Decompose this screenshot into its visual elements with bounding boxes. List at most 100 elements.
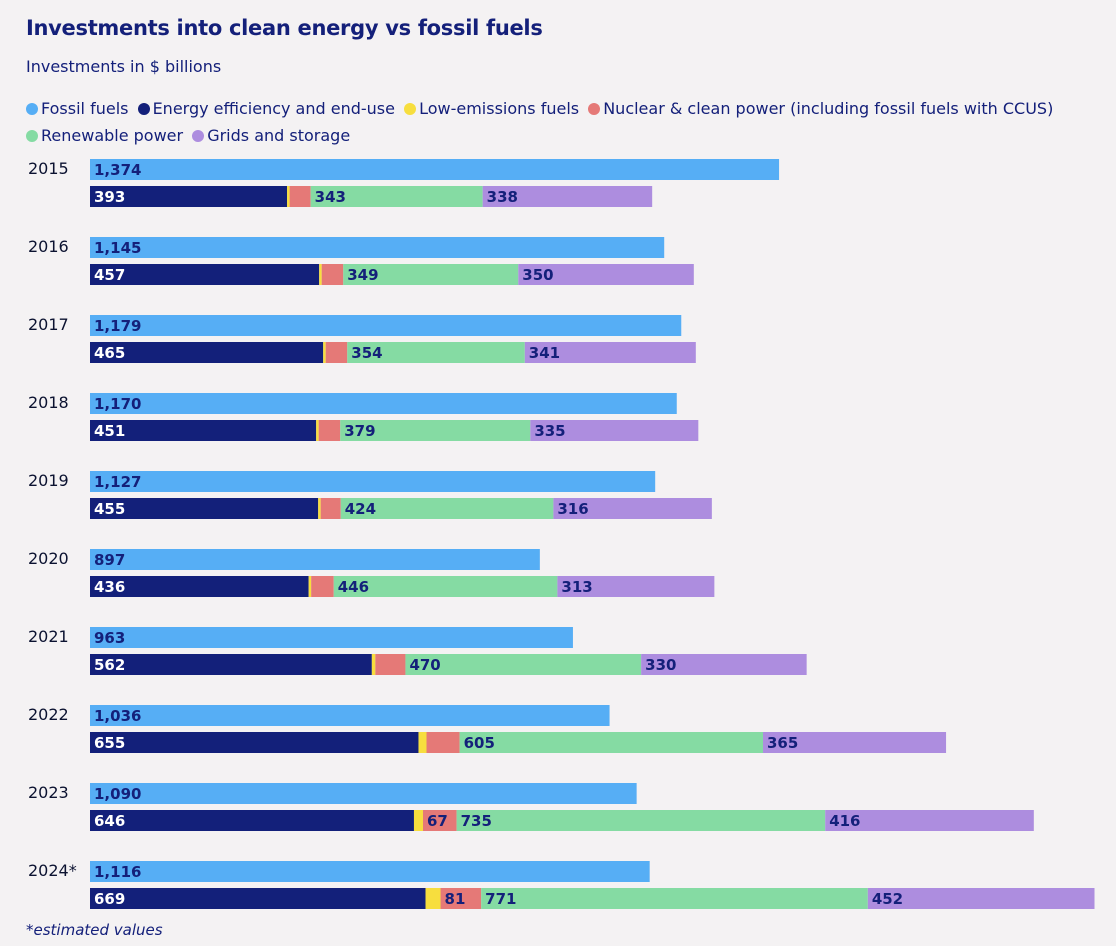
stack-segment-energy-efficiency-and-end-use <box>90 732 419 753</box>
stack-segment-value-label: 465 <box>94 344 125 362</box>
stack-segment-value-label: 338 <box>487 188 518 206</box>
stack-segment-energy-efficiency-and-end-use <box>90 888 426 909</box>
stack-segment-low-emissions-fuels <box>287 186 290 207</box>
stack-segment-low-emissions-fuels <box>413 810 423 831</box>
fossil-fuels-value-label: 1,036 <box>94 707 141 725</box>
stack-segment-grids-and-storage <box>518 264 694 285</box>
legend-item-energy-efficiency: Energy efficiency and end-use <box>137 99 395 118</box>
stack-segment-renewable-power <box>456 810 826 831</box>
year-label: 2024* <box>28 861 77 880</box>
legend-item-low-emissions-fuels: Low-emissions fuels <box>404 99 579 118</box>
stack-segment-value-label: 350 <box>522 266 553 284</box>
stack-segment-renewable-power <box>343 264 519 285</box>
stack-segment-grids-and-storage <box>763 732 947 753</box>
fossil-fuels-value-label: 1,127 <box>94 473 141 491</box>
year-label: 2015 <box>28 159 69 178</box>
stack-segment-value-label: 341 <box>529 344 560 362</box>
stack-segment-low-emissions-fuels <box>323 342 326 363</box>
fossil-fuels-bar <box>90 315 682 336</box>
footnote: *estimated values <box>26 921 163 939</box>
stack-segment-renewable-power <box>310 186 483 207</box>
legend-label: Energy efficiency and end-use <box>152 99 395 118</box>
stack-segment-low-emissions-fuels <box>316 420 319 441</box>
stack-segment-value-label: 669 <box>94 890 125 908</box>
fossil-fuels-value-label: 1,090 <box>94 785 141 803</box>
legend-item-nuclear-clean-power: Nuclear & clean power (including fossil … <box>588 99 1053 118</box>
fossil-fuels-value-label: 1,179 <box>94 317 141 335</box>
fossil-fuels-bar <box>90 549 540 570</box>
legend-label: Low-emissions fuels <box>419 99 580 118</box>
stack-segment-low-emissions-fuels <box>425 888 441 909</box>
stack-segment-renewable-power <box>333 576 558 597</box>
stack-segment-value-label: 735 <box>461 812 492 830</box>
stack-segment-nuclear-clean-power-including-fossil-fuels-with-ccus <box>311 576 334 597</box>
stack-segment-energy-efficiency-and-end-use <box>90 420 317 441</box>
legend-item-fossil-fuels: Fossil fuels <box>26 99 128 118</box>
fossil-fuels-bar <box>90 783 637 804</box>
stack-segment-value-label: 451 <box>94 422 125 440</box>
stack-segment-value-label: 349 <box>347 266 378 284</box>
stack-segment-value-label: 365 <box>767 734 798 752</box>
legend-label: Nuclear & clean power (including fossil … <box>603 99 1054 118</box>
stack-segment-renewable-power <box>481 888 868 909</box>
chart-subtitle: Investments in $ billions <box>26 57 222 76</box>
stack-segment-grids-and-storage <box>482 186 653 207</box>
stack-segment-value-label: 330 <box>645 656 676 674</box>
stack-segment-nuclear-clean-power-including-fossil-fuels-with-ccus <box>422 810 457 831</box>
stack-segment-renewable-power <box>347 342 525 363</box>
stack-segment-value-label: 605 <box>464 734 495 752</box>
year-label: 2016 <box>28 237 69 256</box>
fossil-fuels-value-label: 1,116 <box>94 863 141 881</box>
legend-swatch <box>192 130 205 142</box>
stack-segment-grids-and-storage <box>825 810 1034 831</box>
stack-segment-renewable-power <box>340 420 531 441</box>
stack-segment-nuclear-clean-power-including-fossil-fuels-with-ccus <box>318 420 341 441</box>
legend-swatch <box>26 130 38 142</box>
stack-segment-value-label: 81 <box>445 890 466 908</box>
stack-segment-value-label: 446 <box>338 578 369 596</box>
legend-item-renewable-power: Renewable power <box>26 126 183 145</box>
stack-segment-energy-efficiency-and-end-use <box>90 264 320 285</box>
stack-segment-nuclear-clean-power-including-fossil-fuels-with-ccus <box>320 498 341 519</box>
stack-segment-value-label: 354 <box>351 344 382 362</box>
legend: Fossil fuels Energy efficiency and end-u… <box>26 95 1086 149</box>
legend-swatch <box>137 103 150 115</box>
stack-segment-energy-efficiency-and-end-use <box>90 576 309 597</box>
stack-segment-nuclear-clean-power-including-fossil-fuels-with-ccus <box>289 186 311 207</box>
stack-segment-value-label: 424 <box>345 500 376 518</box>
stack-segment-renewable-power <box>340 498 554 519</box>
stack-segment-low-emissions-fuels <box>308 576 312 597</box>
fossil-fuels-bar <box>90 159 780 180</box>
stack-segment-value-label: 416 <box>829 812 860 830</box>
stack-segment-value-label: 313 <box>561 578 592 596</box>
legend-label: Renewable power <box>41 126 184 145</box>
stack-segment-value-label: 335 <box>534 422 565 440</box>
legend-swatch <box>588 103 601 115</box>
stack-segment-renewable-power <box>459 732 764 753</box>
stack-segment-low-emissions-fuels <box>371 654 376 675</box>
stack-segment-low-emissions-fuels <box>319 264 322 285</box>
legend-item-grids-storage: Grids and storage <box>192 126 350 145</box>
year-label: 2021 <box>28 627 69 646</box>
stack-segment-value-label: 393 <box>94 188 125 206</box>
fossil-fuels-bar <box>90 237 665 258</box>
stack-segment-renewable-power <box>405 654 642 675</box>
stack-segment-energy-efficiency-and-end-use <box>90 810 414 831</box>
stack-segment-value-label: 771 <box>485 890 516 908</box>
fossil-fuels-bar <box>90 393 677 414</box>
chart-title: Investments into clean energy vs fossil … <box>26 16 543 40</box>
stack-segment-value-label: 655 <box>94 734 125 752</box>
stack-segment-nuclear-clean-power-including-fossil-fuels-with-ccus <box>321 264 344 285</box>
stack-segment-low-emissions-fuels <box>318 498 321 519</box>
stack-segment-energy-efficiency-and-end-use <box>90 186 288 207</box>
stack-segment-value-label: 436 <box>94 578 125 596</box>
fossil-fuels-value-label: 1,170 <box>94 395 141 413</box>
stack-segment-value-label: 67 <box>427 812 448 830</box>
year-label: 2022 <box>28 705 69 724</box>
stack-segment-value-label: 457 <box>94 266 125 284</box>
fossil-fuels-bar <box>90 627 573 648</box>
year-label: 2023 <box>28 783 69 802</box>
stack-segment-value-label: 455 <box>94 500 125 518</box>
stack-segment-energy-efficiency-and-end-use <box>90 342 324 363</box>
